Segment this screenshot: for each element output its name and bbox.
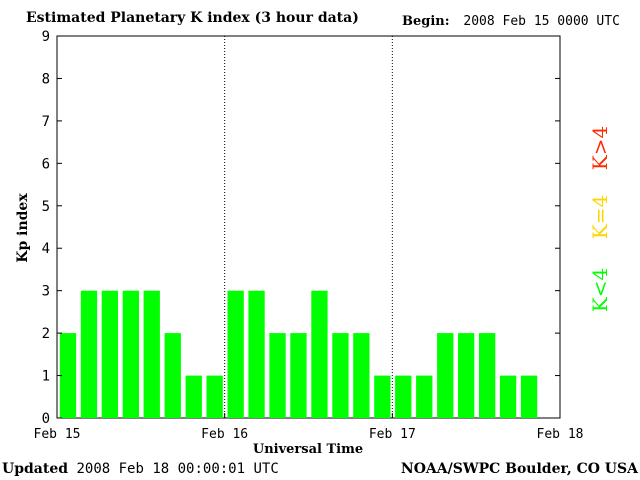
kp-bar <box>269 333 286 418</box>
y-axis-label: Kp index <box>15 193 31 263</box>
kp-bar <box>520 375 538 418</box>
x-axis-label: Universal Time <box>253 442 363 457</box>
x-tick-label: Feb 17 <box>369 427 416 442</box>
kp-bar <box>499 375 517 418</box>
y-tick-label: 1 <box>42 369 50 385</box>
kp-bar <box>227 290 244 418</box>
x-tick-label: Feb 18 <box>537 427 584 442</box>
kp-bar <box>311 290 328 418</box>
kp-bar <box>479 333 496 418</box>
kp-bar <box>437 333 454 418</box>
legend: K>4 K=4 K<4 <box>588 126 612 312</box>
kp-bar <box>101 290 118 418</box>
y-tick-label: 0 <box>42 411 50 427</box>
y-tick-label: 3 <box>42 284 50 300</box>
y-tick-label: 8 <box>42 71 50 87</box>
bar-series <box>59 290 538 418</box>
legend-low: K<4 <box>588 268 612 312</box>
kp-bar <box>206 375 223 418</box>
legend-high: K>4 <box>588 126 612 170</box>
kp-bar <box>185 375 202 418</box>
y-tick-label: 9 <box>42 29 50 45</box>
kp-bar <box>395 375 412 418</box>
begin-label: Begin: <box>402 14 450 29</box>
updated-label: Updated <box>2 461 69 477</box>
kp-bar <box>416 375 433 418</box>
y-tick-label: 5 <box>42 199 50 215</box>
begin-value: 2008 Feb 15 0000 UTC <box>463 14 620 29</box>
updated-value: 2008 Feb 18 00:00:01 UTC <box>76 461 279 477</box>
y-tick-label: 6 <box>42 156 50 172</box>
plot-area <box>56 35 561 419</box>
source-credit: NOAA/SWPC Boulder, CO USA <box>400 461 638 477</box>
kp-bar <box>290 333 307 418</box>
kp-bar <box>80 290 98 418</box>
y-tick-label: 7 <box>42 114 50 130</box>
kp-bar <box>458 333 475 418</box>
updated-time: Updated 2008 Feb 18 00:00:01 UTC <box>2 461 279 477</box>
kp-bar <box>248 290 265 418</box>
kp-bar <box>122 290 139 418</box>
begin-time: Begin: 2008 Feb 15 0000 UTC <box>402 14 620 29</box>
y-tick-label: 2 <box>42 326 50 342</box>
kp-bar <box>374 375 391 418</box>
y-axis-ticks: 0 1 2 3 4 5 6 7 8 9 <box>42 29 560 427</box>
legend-equal: K=4 <box>588 195 612 239</box>
kp-bar <box>59 333 77 418</box>
kp-bar <box>332 333 349 418</box>
kp-bar <box>353 333 370 418</box>
plot-frame <box>56 35 561 419</box>
x-tick-label: Feb 15 <box>34 427 81 442</box>
y-tick-label: 4 <box>42 241 50 257</box>
x-axis-ticks: Feb 15 Feb 16 Feb 17 Feb 18 <box>34 413 584 442</box>
kp-bar <box>164 333 181 418</box>
x-tick-label: Feb 16 <box>201 427 248 442</box>
chart-title: Estimated Planetary K index (3 hour data… <box>26 10 359 26</box>
kp-bar <box>143 290 160 418</box>
